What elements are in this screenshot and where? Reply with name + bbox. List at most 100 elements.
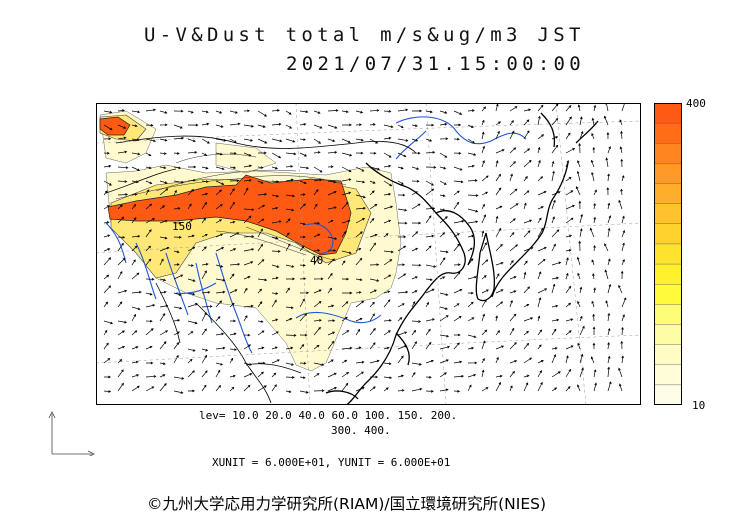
wind-arrow xyxy=(159,258,164,266)
wind-arrow xyxy=(131,290,142,294)
wind-arrow xyxy=(620,158,624,168)
wind-arrow xyxy=(173,341,180,350)
wind-arrow xyxy=(453,243,460,252)
wind-arrow xyxy=(411,203,421,210)
wind-arrow xyxy=(467,275,477,280)
wind-arrow xyxy=(467,124,474,128)
wind-arrow xyxy=(103,257,112,266)
wind-arrow xyxy=(439,180,447,185)
wind-arrow xyxy=(341,152,353,157)
wind-arrow xyxy=(579,213,584,224)
wind-arrow xyxy=(243,304,254,308)
wind-arrow xyxy=(341,191,352,196)
wind-arrow xyxy=(481,369,485,378)
wind-arrow xyxy=(215,204,223,210)
color-scale-cell xyxy=(654,324,682,346)
wind-arrow xyxy=(509,218,516,224)
wind-arrow xyxy=(271,250,281,253)
wind-arrow xyxy=(467,220,479,224)
wind-arrow xyxy=(285,264,295,268)
wind-arrow xyxy=(313,233,321,238)
wind-arrow xyxy=(271,152,282,159)
wind-arrow xyxy=(271,236,279,240)
wind-arrow xyxy=(439,122,448,126)
wind-arrow xyxy=(243,235,255,238)
wind-arrow xyxy=(618,383,623,392)
wind-arrow xyxy=(201,138,210,144)
wind-arrow xyxy=(117,257,126,266)
wind-arrow xyxy=(453,389,461,393)
wind-arrow xyxy=(425,264,437,268)
wind-arrow xyxy=(145,203,153,210)
wind-arrow xyxy=(453,151,462,155)
wind-arrow xyxy=(551,160,555,168)
coastlines xyxy=(325,112,599,405)
wind-arrow xyxy=(425,375,432,379)
wind-arrow xyxy=(299,361,307,365)
wind-arrow xyxy=(341,250,352,255)
wind-arrow xyxy=(285,334,297,337)
wind-arrow xyxy=(607,146,611,154)
wind-arrow xyxy=(285,178,294,182)
wind-arrow xyxy=(215,332,225,336)
wind-arrow xyxy=(299,152,308,157)
wind-arrow xyxy=(425,318,435,322)
wind-arrow xyxy=(620,270,624,280)
wind-arrow xyxy=(369,217,375,224)
wind-arrow xyxy=(523,246,534,252)
wind-arrow xyxy=(425,123,435,127)
wind-arrow xyxy=(299,122,307,126)
wind-arrow xyxy=(355,166,365,172)
wind-arrow xyxy=(355,371,364,378)
wind-arrow xyxy=(439,334,450,338)
wind-arrow xyxy=(215,300,222,308)
wind-arrow xyxy=(551,318,560,322)
wind-arrow xyxy=(439,208,446,212)
wind-arrow xyxy=(590,159,595,168)
wind-arrow xyxy=(117,166,129,170)
color-scale-cell xyxy=(654,263,682,285)
wind-arrow xyxy=(103,205,110,210)
wind-arrow xyxy=(369,233,378,238)
wind-arrow xyxy=(453,288,463,294)
wind-arrow xyxy=(215,247,225,252)
wind-arrow xyxy=(201,233,208,238)
wind-arrow xyxy=(481,259,489,266)
wind-arrow xyxy=(271,180,280,183)
wind-arrow xyxy=(425,328,431,336)
wind-arrow xyxy=(551,346,558,350)
wind-arrow xyxy=(453,110,463,115)
wind-arrow xyxy=(397,317,403,322)
wind-arrow xyxy=(285,306,294,310)
wind-arrow xyxy=(145,166,152,170)
wind-arrow xyxy=(592,342,596,350)
wind-arrow xyxy=(355,218,366,224)
wind-arrow xyxy=(592,326,596,336)
wind-arrow xyxy=(257,218,265,224)
wind-arrow xyxy=(173,376,185,380)
wind-arrow xyxy=(509,173,513,182)
wind-arrow xyxy=(201,180,209,183)
wind-arrow xyxy=(495,273,500,280)
wind-arrow xyxy=(117,204,123,210)
wind-arrow xyxy=(215,346,226,350)
wind-arrow xyxy=(578,240,582,252)
wind-arrow xyxy=(355,291,362,294)
wind-arrow xyxy=(117,382,124,392)
wind-arrow xyxy=(299,193,306,196)
wind-arrow xyxy=(425,234,435,238)
wind-arrow xyxy=(383,330,391,336)
wind-arrow xyxy=(383,250,394,254)
wind-arrow xyxy=(397,108,409,112)
wind-arrow xyxy=(618,367,623,378)
wind-arrow xyxy=(565,368,571,378)
color-scale-cell xyxy=(654,203,682,225)
wind-arrow xyxy=(425,150,436,154)
wind-arrow xyxy=(439,216,448,224)
wind-arrow xyxy=(592,273,595,280)
wind-arrow xyxy=(565,204,575,210)
wind-arrow xyxy=(509,260,514,266)
wind-arrow xyxy=(145,152,152,157)
wind-arrow xyxy=(537,227,544,238)
wind-arrow xyxy=(131,306,141,311)
